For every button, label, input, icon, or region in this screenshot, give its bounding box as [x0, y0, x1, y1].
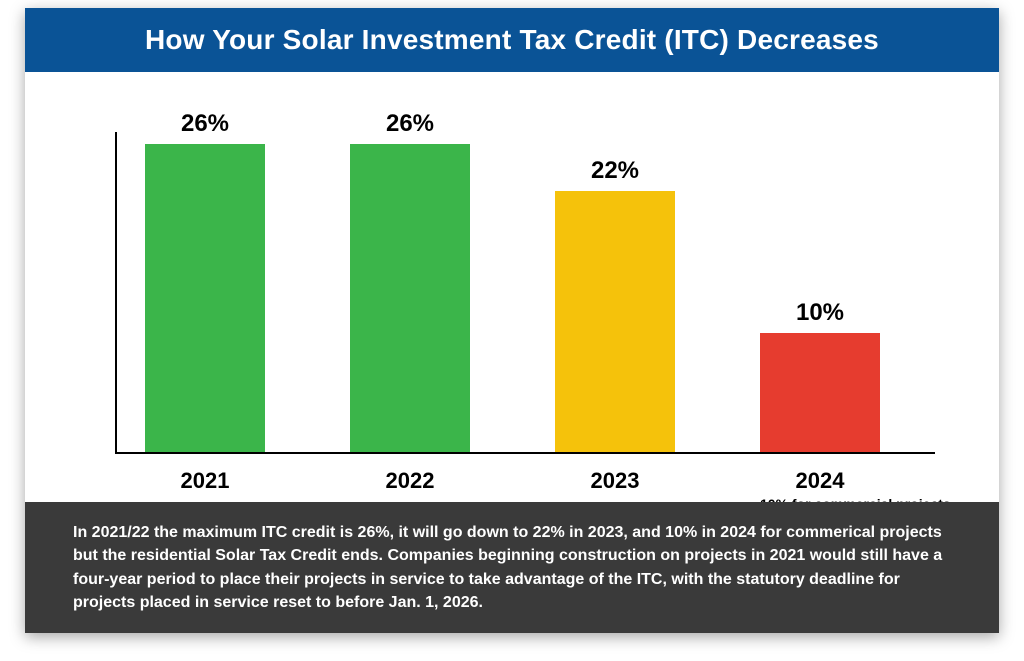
- bar-value-label: 10%: [796, 299, 844, 327]
- bar-rect: [145, 144, 265, 452]
- bar-rect: [350, 144, 470, 452]
- x-axis: [115, 452, 935, 454]
- x-labels-container: 202120222023202410% for commercial proje…: [115, 462, 935, 502]
- bar-value-label: 22%: [591, 157, 639, 185]
- bar-value-label: 26%: [386, 110, 434, 138]
- chart-area: 26%26%22%10% 202120222023202410% for com…: [25, 72, 999, 502]
- bar-2022: 26%: [350, 110, 470, 452]
- footer-text: In 2021/22 the maximum ITC credit is 26%…: [73, 521, 951, 614]
- header-title: How Your Solar Investment Tax Credit (IT…: [145, 24, 879, 56]
- x-label-2023: 2023: [555, 468, 675, 494]
- footer-bar: In 2021/22 the maximum ITC credit is 26%…: [25, 502, 999, 633]
- header-bar: How Your Solar Investment Tax Credit (IT…: [25, 8, 999, 72]
- x-label-2022: 2022: [350, 468, 470, 494]
- bar-2023: 22%: [555, 157, 675, 452]
- infographic-card: How Your Solar Investment Tax Credit (IT…: [25, 8, 999, 633]
- bars-container: 26%26%22%10%: [115, 132, 935, 452]
- bar-2021: 26%: [145, 110, 265, 452]
- x-label-2021: 2021: [145, 468, 265, 494]
- bar-2024: 10%: [760, 299, 880, 452]
- bar-rect: [555, 191, 675, 452]
- bar-value-label: 26%: [181, 110, 229, 138]
- x-label-2024: 2024: [760, 468, 880, 494]
- bar-rect: [760, 333, 880, 452]
